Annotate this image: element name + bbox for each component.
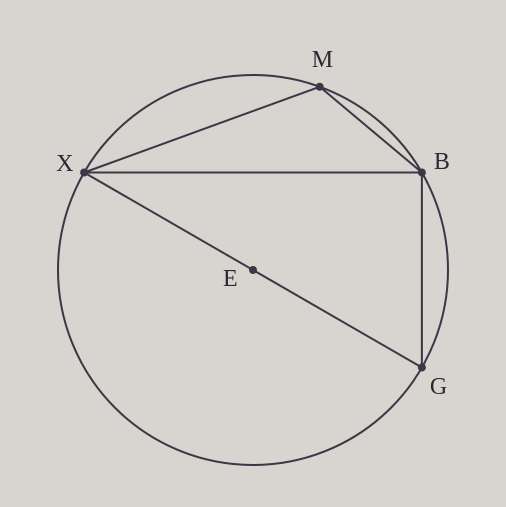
point-B <box>418 169 426 177</box>
label-E: E <box>223 266 238 293</box>
segment-MB <box>320 87 422 173</box>
label-B: B <box>434 149 450 176</box>
label-X: X <box>56 151 73 178</box>
point-E <box>249 266 257 274</box>
point-M <box>316 83 324 91</box>
diagram-container: X M B G E <box>0 0 506 507</box>
label-M: M <box>312 47 333 74</box>
label-G: G <box>430 374 447 401</box>
point-X <box>80 169 88 177</box>
geometry-svg <box>0 0 506 507</box>
point-G <box>418 364 426 372</box>
segment-XM <box>84 87 320 173</box>
